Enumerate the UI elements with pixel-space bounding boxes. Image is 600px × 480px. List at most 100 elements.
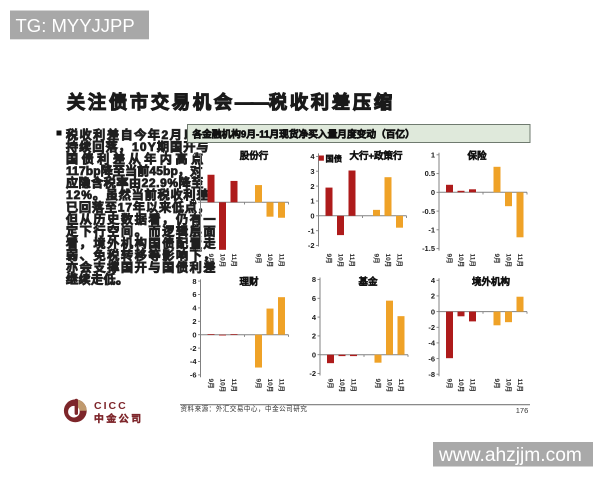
svg-text:10月: 10月: [504, 254, 512, 268]
svg-text:9月: 9月: [445, 254, 453, 264]
svg-text:但从历史数据看，仍有一: 但从历史数据看，仍有一: [65, 211, 217, 226]
svg-text:-2: -2: [309, 369, 316, 378]
svg-text:8: 8: [192, 277, 196, 286]
svg-text:4: 4: [192, 151, 197, 160]
svg-text:境外机构: 境外机构: [472, 276, 511, 288]
svg-text:10月: 10月: [338, 379, 346, 393]
svg-text:11月: 11月: [230, 379, 238, 392]
svg-text:11月: 11月: [397, 379, 405, 392]
svg-text:持续回落，10Y期国开与: 持续回落，10Y期国开与: [66, 139, 210, 154]
svg-text:-4: -4: [190, 246, 197, 255]
svg-text:0.5: 0.5: [425, 169, 435, 178]
svg-text:-1: -1: [308, 226, 315, 235]
svg-text:0: 0: [192, 330, 196, 339]
svg-text:0: 0: [310, 212, 314, 221]
svg-text:11月: 11月: [468, 254, 476, 267]
svg-text:4: 4: [312, 313, 317, 322]
svg-text:看，境外机构国债配置走: 看，境外机构国债配置走: [66, 235, 217, 250]
svg-text:2: 2: [192, 317, 196, 326]
svg-text:理财: 理财: [239, 276, 259, 288]
svg-text:11月: 11月: [516, 254, 524, 267]
svg-text:9月: 9月: [254, 254, 262, 264]
svg-text:0: 0: [431, 307, 435, 316]
svg-text:-2: -2: [308, 241, 315, 250]
svg-text:-1: -1: [428, 226, 435, 235]
svg-text:10月: 10月: [266, 379, 274, 393]
svg-text:国债利差从年内高点: 国债利差从年内高点: [66, 151, 207, 166]
svg-text:6: 6: [192, 290, 196, 299]
svg-text:4: 4: [310, 152, 315, 161]
svg-text:亦会支撑国开与国债利差: 亦会支撑国开与国债利差: [66, 260, 217, 275]
svg-text:11月: 11月: [468, 379, 476, 392]
svg-text:定下行空间。而逻辑层面: 定下行空间。而逻辑层面: [66, 223, 217, 238]
svg-text:2: 2: [431, 292, 435, 301]
svg-text:11月: 11月: [349, 379, 357, 392]
svg-text:9月: 9月: [493, 379, 501, 389]
svg-text:11月: 11月: [230, 254, 238, 267]
svg-text:9月: 9月: [207, 379, 215, 389]
svg-text:9月: 9月: [445, 379, 453, 389]
svg-text:-6: -6: [428, 354, 435, 363]
svg-text:基金: 基金: [357, 276, 378, 288]
svg-text:2: 2: [310, 182, 314, 191]
svg-text:继续走低。: 继续走低。: [66, 272, 129, 287]
svg-text:9月: 9月: [254, 379, 262, 389]
svg-text:资料来源：外汇交易中心，中金公司研究: 资料来源：外汇交易中心，中金公司研究: [181, 404, 308, 413]
svg-text:0: 0: [431, 188, 435, 197]
svg-text:关注债市交易机会——税收利差压缩: 关注债市交易机会—— 税收利差压缩: [67, 92, 395, 113]
svg-text:1: 1: [431, 151, 435, 160]
svg-text:9月: 9月: [372, 254, 380, 264]
svg-text:TG: MYYJJPP: TG: MYYJJPP: [16, 15, 135, 36]
svg-text:8: 8: [312, 275, 316, 284]
svg-text:中金公司: 中金公司: [94, 412, 144, 425]
svg-text:2: 2: [312, 332, 316, 341]
svg-text:-2: -2: [190, 222, 197, 231]
svg-text:9月: 9月: [325, 254, 333, 264]
svg-text:应隐含税率由22.9%降至: 应隐含税率由22.9%降至: [66, 175, 204, 190]
svg-text:10月: 10月: [336, 254, 344, 268]
svg-text:1: 1: [310, 197, 314, 206]
svg-text:-1.5: -1.5: [422, 244, 435, 253]
svg-text:11月: 11月: [516, 379, 524, 392]
svg-text:10月: 10月: [457, 379, 465, 393]
svg-text:-6: -6: [190, 371, 197, 380]
svg-text:各金融机构9月-11月现货净买入量月度变动（百亿）: 各金融机构9月-11月现货净买入量月度变动（百亿）: [192, 128, 415, 141]
svg-text:已回落至17年以来低点，: 已回落至17年以来低点，: [66, 199, 211, 214]
svg-text:10月: 10月: [457, 254, 465, 268]
svg-text:9月: 9月: [493, 254, 501, 264]
svg-text:11月: 11月: [277, 254, 285, 267]
svg-text:-2: -2: [428, 323, 435, 332]
svg-text:10月: 10月: [504, 379, 512, 393]
svg-text:保险: 保险: [466, 150, 487, 162]
svg-text:9月: 9月: [207, 254, 215, 264]
svg-text:6: 6: [312, 294, 316, 303]
svg-text:11月: 11月: [277, 379, 285, 392]
svg-text:-0.5: -0.5: [422, 207, 435, 216]
svg-text:股份行: 股份行: [240, 150, 269, 162]
svg-text:大行+政策行: 大行+政策行: [349, 150, 403, 162]
svg-text:-4: -4: [428, 339, 435, 348]
svg-text:11月: 11月: [395, 254, 403, 267]
svg-text:10月: 10月: [266, 254, 274, 268]
svg-text:10月: 10月: [218, 254, 226, 268]
svg-text:税收利差自今年2月以来: 税收利差自今年2月以来: [66, 127, 211, 142]
svg-text:-4: -4: [190, 357, 197, 366]
svg-text:0: 0: [312, 350, 316, 359]
svg-text:11月: 11月: [348, 254, 356, 267]
svg-text:2: 2: [192, 174, 196, 183]
svg-text:12%。虽然当前税收利差: 12%。虽然当前税收利差: [66, 187, 209, 202]
svg-text:10月: 10月: [385, 379, 393, 393]
svg-text:117bp降至当前45bp，对: 117bp降至当前45bp，对: [66, 163, 202, 178]
svg-text:9月: 9月: [374, 379, 382, 389]
svg-text:CICC: CICC: [94, 400, 128, 412]
svg-text:10月: 10月: [384, 254, 392, 268]
svg-text:0: 0: [192, 198, 196, 207]
svg-text:176: 176: [516, 406, 529, 415]
svg-text:www.ahzjjm.com: www.ahzjjm.com: [438, 445, 582, 466]
svg-text:4: 4: [192, 304, 197, 313]
svg-text:-8: -8: [428, 370, 435, 379]
svg-text:弱、免税转移等影响下，: 弱、免税转移等影响下，: [66, 248, 217, 263]
svg-text:-2: -2: [190, 344, 197, 353]
svg-text:10月: 10月: [218, 379, 226, 393]
svg-text:9月: 9月: [326, 379, 334, 389]
